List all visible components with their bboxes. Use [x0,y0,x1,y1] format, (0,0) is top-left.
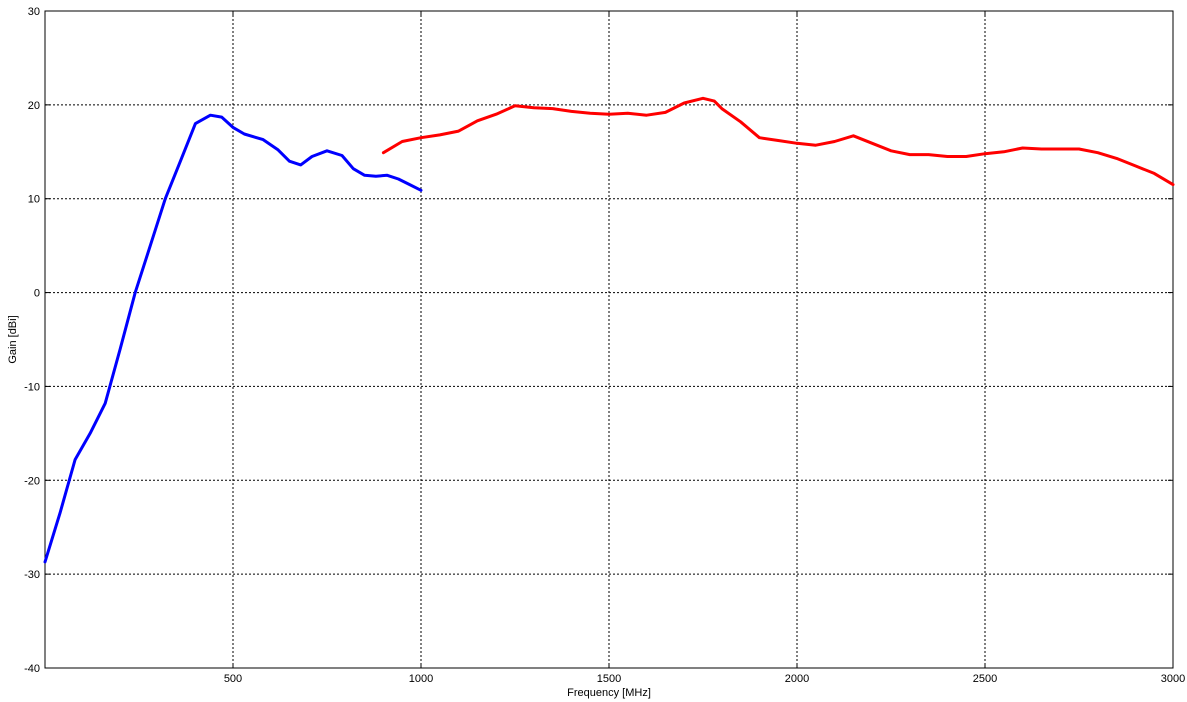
data-series [43,96,1175,564]
x-tick-label: 1000 [409,673,433,685]
series-line-1 [43,113,423,564]
x-tick-label: 2500 [973,673,997,685]
x-tick-label: 500 [224,673,242,685]
grid-lines [45,11,1173,668]
y-tick-label: 0 [34,288,40,300]
x-tick-label: 2000 [785,673,809,685]
series-line-2 [381,96,1175,187]
y-tick-label: 20 [28,100,40,112]
y-tick-label: 10 [28,194,40,206]
y-tick-label: -10 [24,381,40,393]
y-tick-labels: -40 -30 -20 -10 0 10 20 30 [24,6,40,675]
y-tick-label: -20 [24,475,40,487]
axis-ticks [45,10,1174,669]
y-tick-label: -40 [24,663,40,675]
x-axis-label: Frequency [MHz] [567,687,651,699]
y-tick-label: 30 [28,6,40,18]
x-tick-label: 3000 [1161,673,1185,685]
y-tick-label: -30 [24,569,40,581]
x-tick-labels: 500 1000 1500 2000 2500 3000 [224,673,1185,685]
y-axis-label: Gain [dBi] [7,315,19,363]
x-tick-label: 1500 [597,673,621,685]
